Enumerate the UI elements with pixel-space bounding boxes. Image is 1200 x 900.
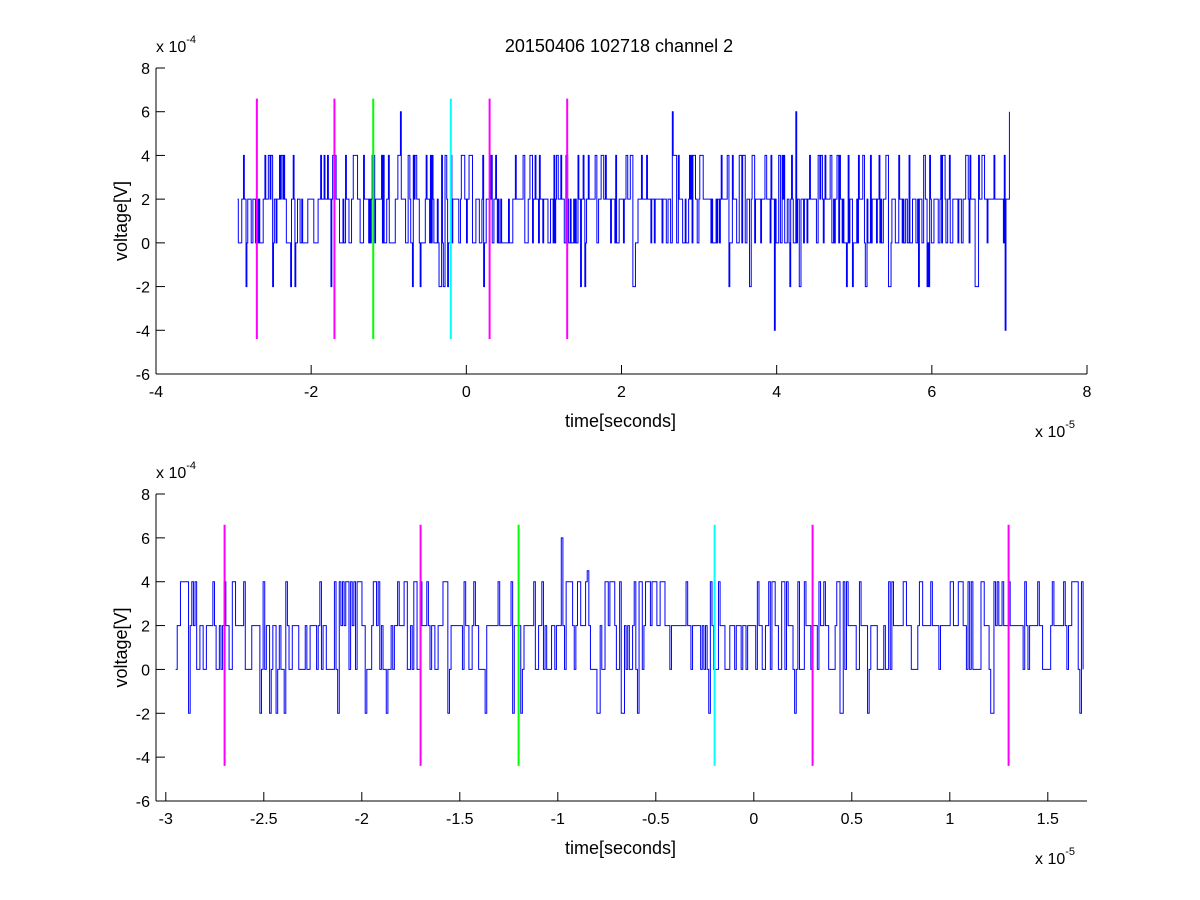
- y-tick-label: 0: [141, 236, 150, 253]
- y-tick-label: -2: [136, 706, 150, 723]
- y-tick-label: -6: [136, 794, 150, 811]
- x-axis-label: time[seconds]: [565, 411, 676, 431]
- x-tick-label: 0: [462, 384, 471, 401]
- top-subplot: -4 -2 0 2 4 6 8-6-4-202468time[seconds]voltage…: [111, 34, 1092, 441]
- y-tick-label: 8: [141, 487, 150, 504]
- figure-title: 20150406 102718 channel 2: [505, 36, 733, 56]
- y-tick-label: -4: [136, 323, 150, 340]
- x-tick-label: 0.5: [841, 811, 863, 828]
- x-tick-label: -1: [551, 811, 565, 828]
- x-tick-label: 2: [617, 384, 626, 401]
- x-exponent-label: x 10-5: [1035, 419, 1075, 441]
- x-tick-label: -2.5: [250, 811, 278, 828]
- x-tick-label: 0: [749, 811, 758, 828]
- y-axis-label: voltage[V]: [111, 607, 131, 687]
- x-tick-label: -0.5: [642, 811, 670, 828]
- x-tick-label: -4: [149, 384, 163, 401]
- x-tick-label: 1.5: [1037, 811, 1059, 828]
- y-exponent-label: x 10-4: [156, 34, 196, 56]
- y-tick-label: -6: [136, 367, 150, 384]
- x-tick-label: -3: [159, 811, 173, 828]
- voltage-trace: [175, 537, 1084, 714]
- y-tick-label: -4: [136, 750, 150, 767]
- x-exponent-value: -5: [1065, 846, 1075, 858]
- x-tick-label: 1: [945, 811, 954, 828]
- y-tick-label: 0: [141, 662, 150, 679]
- x-tick-label: -2: [355, 811, 369, 828]
- y-tick-label: 4: [141, 575, 150, 592]
- y-tick-label: 6: [141, 531, 150, 548]
- y-tick-label: -2: [136, 280, 150, 297]
- y-tick-label: 6: [141, 105, 150, 122]
- y-axis-label: voltage[V]: [111, 181, 131, 261]
- x-tick-label: -2: [304, 384, 318, 401]
- y-exponent-label: x 10-4: [156, 460, 196, 482]
- x-tick-label: -1.5: [446, 811, 474, 828]
- voltage-trace: [237, 111, 1010, 331]
- x-exponent-label: x 10-5: [1035, 846, 1075, 868]
- x-tick-label: 6: [927, 384, 936, 401]
- x-tick-label: 8: [1083, 384, 1092, 401]
- y-tick-label: 8: [141, 61, 150, 78]
- y-exponent-value: -4: [186, 460, 196, 472]
- bottom-subplot: -3 -2.5 -2 -1.5 -1 -0.5 0 0.5 1 1.5 -6 -4 -2 0 2 4 6 8 tim…: [111, 460, 1087, 868]
- y-tick-label: 2: [141, 619, 150, 636]
- y-tick-label: 4: [141, 148, 150, 165]
- x-exponent-value: -5: [1065, 419, 1075, 431]
- x-axis-label: time[seconds]: [565, 838, 676, 858]
- y-tick-label: 2: [141, 192, 150, 209]
- y-exponent-value: -4: [186, 34, 196, 46]
- x-tick-label: 4: [772, 384, 781, 401]
